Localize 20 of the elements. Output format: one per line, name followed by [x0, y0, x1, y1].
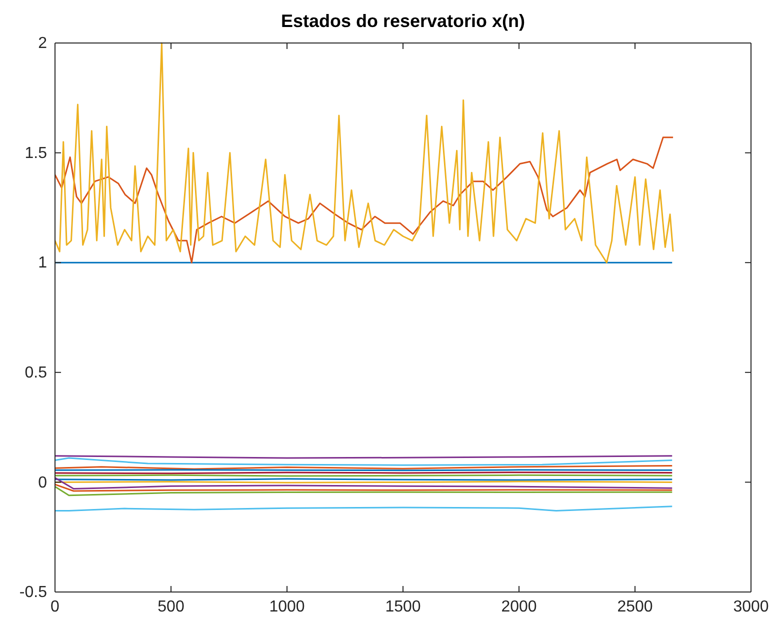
y-tick-label: 1: [38, 254, 48, 272]
x-tick-label: 1000: [269, 598, 305, 616]
y-tick-label: 0: [38, 474, 48, 492]
line-series: [54, 484, 673, 492]
y-tick-label: 1.5: [24, 144, 48, 162]
x-tick-label: 0: [50, 598, 60, 616]
y-tick-label: -0.5: [19, 584, 48, 602]
x-tick-label: 500: [158, 598, 184, 616]
x-tick-label: 2000: [501, 598, 537, 616]
line-series: [54, 136, 674, 264]
x-tick-label: 1500: [385, 598, 421, 616]
line-series: [54, 457, 673, 466]
line-series: [54, 486, 673, 496]
y-tick-label: 2: [38, 35, 48, 52]
chart-title: Estados do reservatorio x(n): [280, 11, 526, 31]
line-series: [54, 477, 673, 490]
x-tick-label: 2500: [617, 598, 653, 616]
x-tick-label: 3000: [733, 598, 769, 616]
y-tick-label: 0.5: [24, 364, 48, 382]
line-series: [54, 42, 674, 264]
